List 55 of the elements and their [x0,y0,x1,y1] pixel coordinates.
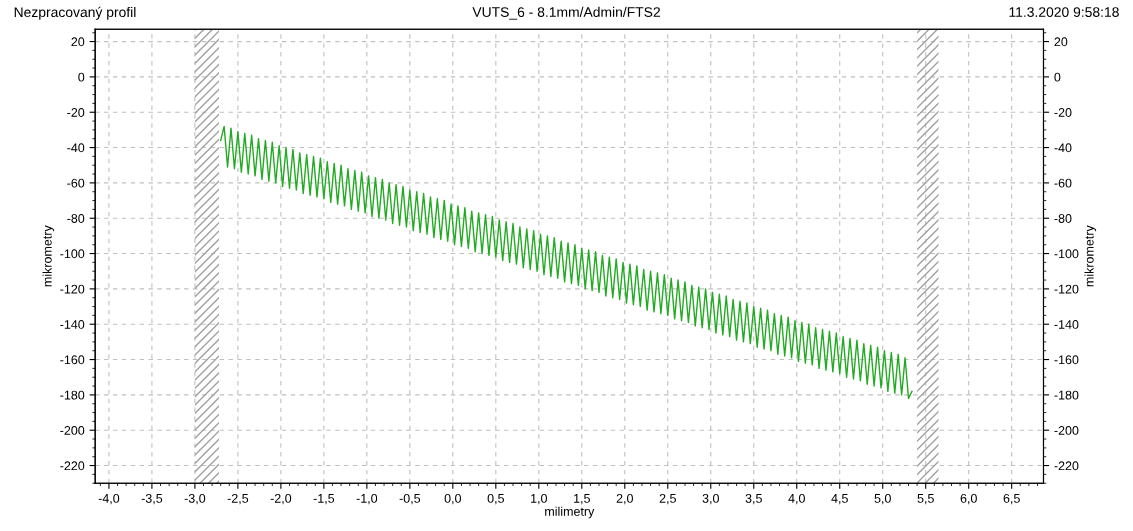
x-tick-label: 4,0 [788,493,805,505]
x-tick-label: -3,0 [184,493,206,505]
y-tick-label: -20 [67,108,85,117]
y-tick-label: -40 [67,143,85,153]
y2-tick-label: -140 [1054,320,1079,329]
x-tick-label: 3,0 [702,493,719,505]
y-tick-label: -140 [60,320,85,329]
x-tick-label: 1,5 [574,494,590,505]
y-tick-label: -180 [60,390,85,400]
x-tick-label: 4,5 [831,494,848,505]
y2-tick-label: 0 [1054,72,1061,82]
y-tick-label: -200 [60,426,85,435]
line-series [220,125,913,400]
x-tick-label: 2,5 [659,493,676,505]
y2-tick-label: -20 [1054,108,1072,117]
x-tick-label: -1,5 [313,494,335,505]
y2-axis-title: mikrometry [1084,225,1097,287]
x-tick-label: 1,0 [531,493,548,505]
y-tick-label: 20 [71,37,85,47]
x-tick-label: 6,0 [960,493,977,505]
y-tick-label: -120 [60,284,85,294]
x-tick-label: -2,5 [227,493,249,505]
y-axis-title: mikrometry [42,225,55,287]
x-tick-label: -4,0 [98,493,120,505]
y-tick-label: 0 [78,72,85,82]
y2-tick-label: -220 [1054,461,1079,471]
text: Nezpracovaný profil [14,6,136,20]
y2-tick-label: -160 [1054,355,1079,365]
x-tick-label: -1,0 [356,493,378,505]
y-tick-label: -60 [67,178,85,188]
y2-tick-label: 20 [1054,37,1068,47]
y2-tick-label: -40 [1054,143,1072,153]
x-tick-label: 3,5 [745,493,762,505]
y2-tick-label: -200 [1054,426,1079,435]
text: 11.3.2020 9:58:18 [1009,7,1119,17]
x-tick-label: 2,0 [616,493,633,505]
chart-title: VUTS_6 - 8.1mm/Admin/FTS2 [472,6,660,20]
y-tick-label: -80 [67,214,85,223]
x-tick-label: 5,0 [874,493,891,505]
y2-tick-label: -180 [1054,390,1079,400]
y2-tick-label: -80 [1054,214,1072,223]
x-tick-label: 0,5 [487,493,504,505]
x-tick-label: 5,5 [917,494,934,505]
y-tick-label: -220 [60,461,85,471]
x-tick-label: 6,5 [1003,493,1020,505]
y-tick-label: -160 [60,355,85,365]
x-axis-title: milimetry [545,506,595,519]
y2-tick-label: -100 [1054,249,1079,259]
x-tick-label: 0,0 [444,493,462,505]
x-tick-label: -0,5 [399,493,421,505]
y2-tick-label: -60 [1054,178,1072,188]
y-tick-label: -100 [60,249,85,259]
x-tick-label: -2,0 [270,493,292,505]
x-tick-label: -3,5 [141,493,163,505]
y2-tick-label: -120 [1054,284,1079,294]
